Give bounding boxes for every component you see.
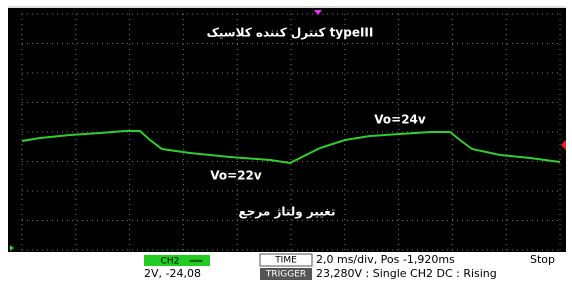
annotation: تغییر ولتاژ مرجع bbox=[239, 205, 336, 220]
run-state: Stop bbox=[530, 253, 555, 266]
channel-setting: 2V, -24,08 bbox=[144, 267, 201, 280]
time-label: TIME bbox=[274, 256, 297, 266]
title: کنترل کننده کلاسیک typeIII bbox=[207, 26, 374, 40]
oscilloscope: کنترل کننده کلاسیک typeIII Vo=24v Vo=22v… bbox=[0, 0, 572, 282]
channel-name: CH2 bbox=[161, 257, 180, 267]
trigger-label: TRIGGER bbox=[265, 270, 306, 280]
time-value: 2,0 ms/div, Pos -1,920ms bbox=[316, 253, 455, 266]
annotation: Vo=24v bbox=[374, 113, 426, 127]
trigger-value: 23,280V : Single CH2 DC : Rising bbox=[316, 267, 497, 280]
channel-coupling: ═══ bbox=[189, 257, 203, 265]
annotation: Vo=22v bbox=[210, 169, 262, 183]
